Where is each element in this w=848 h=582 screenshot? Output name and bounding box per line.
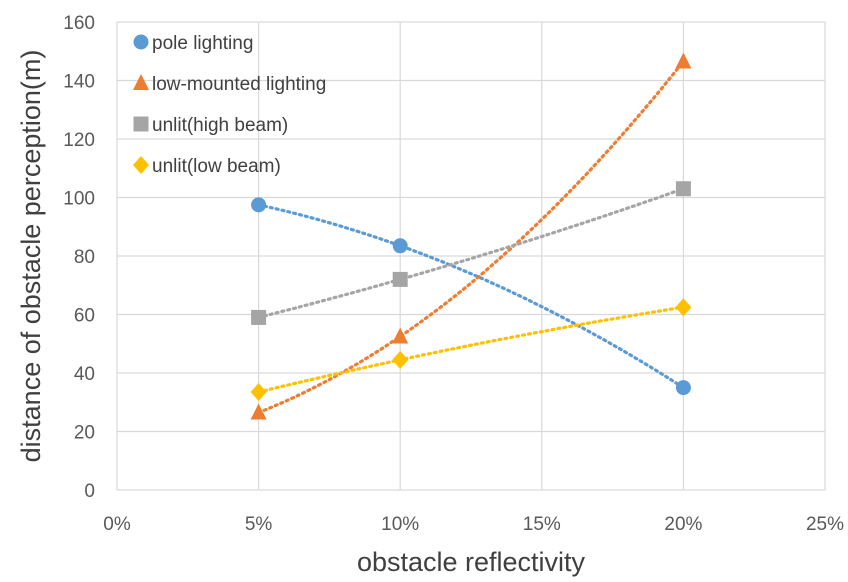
x-tick-label: 10% — [381, 514, 419, 535]
data-point — [392, 238, 408, 254]
y-tick-label: 0 — [84, 481, 95, 502]
legend-label: low-mounted lighting — [152, 74, 326, 95]
legend-marker — [133, 74, 149, 90]
y-tick-labels: 0 20 40 60 80 100 120 140 160 — [63, 13, 95, 502]
y-tick-label: 160 — [63, 13, 95, 34]
legend-label: unlit(high beam) — [152, 115, 288, 136]
x-tick-labels: 0% 5% 10% 15% 20% 25% — [103, 514, 844, 535]
data-point — [392, 271, 408, 287]
data-point — [251, 309, 267, 325]
legend-label: pole lighting — [152, 33, 253, 54]
y-tick-label: 80 — [74, 247, 95, 268]
x-tick-label: 25% — [806, 514, 844, 535]
data-point — [675, 52, 692, 69]
legend-marker — [133, 34, 149, 50]
data-point — [250, 383, 267, 402]
data-points — [250, 52, 692, 420]
data-point — [392, 327, 409, 344]
x-axis-title: obstacle reflectivity — [357, 547, 586, 577]
data-point — [250, 403, 267, 420]
legend-marker — [133, 156, 149, 174]
y-tick-label: 60 — [74, 306, 95, 327]
data-point — [251, 197, 267, 213]
y-tick-label: 20 — [74, 423, 95, 444]
x-tick-label: 0% — [103, 514, 131, 535]
legend-marker — [133, 116, 149, 132]
legend-label: unlit(low beam) — [152, 156, 281, 177]
x-tick-label: 5% — [245, 514, 273, 535]
data-point — [392, 350, 409, 369]
trendline — [257, 59, 685, 415]
y-tick-label: 140 — [63, 72, 95, 93]
x-tick-label: 15% — [523, 514, 561, 535]
legend: pole lighting low-mounted lighting unlit(h… — [133, 33, 326, 177]
trendline — [257, 305, 685, 394]
data-point — [675, 298, 692, 317]
data-point — [675, 380, 691, 396]
y-tick-label: 100 — [63, 189, 95, 210]
trendline — [257, 187, 685, 319]
y-tick-label: 40 — [74, 364, 95, 385]
y-tick-label: 120 — [63, 130, 95, 151]
trendlines — [257, 59, 685, 415]
x-tick-label: 20% — [664, 514, 702, 535]
data-point — [675, 181, 691, 197]
y-axis-title: distance of obstacle perception(m) — [16, 50, 46, 463]
gridlines — [116, 21, 826, 491]
trendline — [257, 203, 685, 390]
